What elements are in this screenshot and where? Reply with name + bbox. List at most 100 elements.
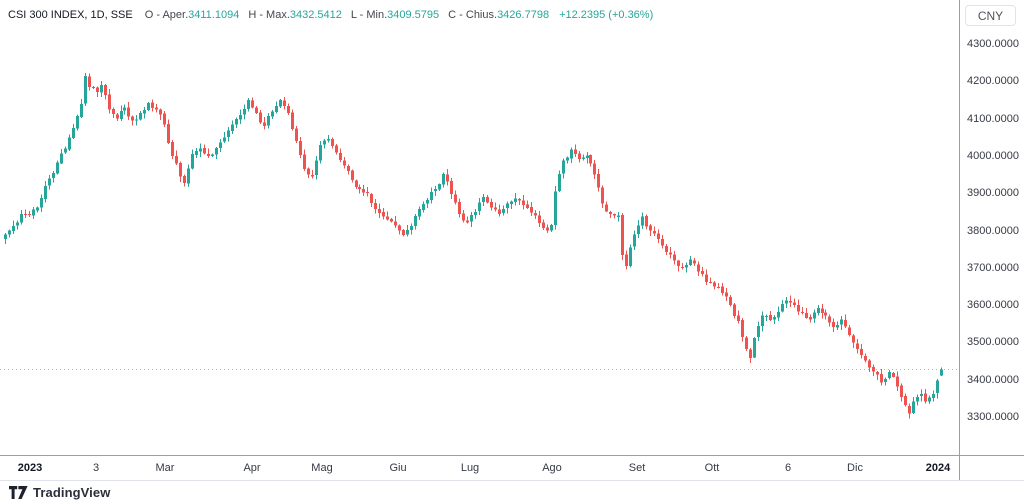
candle <box>494 202 497 212</box>
candle <box>215 146 218 159</box>
candle <box>183 174 186 187</box>
time-month-label: Giu <box>389 462 407 474</box>
candle <box>613 213 616 219</box>
candle <box>438 183 441 191</box>
candle <box>8 229 11 238</box>
candle <box>466 216 469 224</box>
candle <box>32 207 35 219</box>
time-year-label: 2023 <box>17 462 43 474</box>
candle <box>490 198 493 211</box>
candle <box>191 149 194 170</box>
candle <box>295 126 298 144</box>
candle <box>263 116 266 130</box>
candle <box>327 134 330 143</box>
price-tick-label: 3500.0000 <box>967 336 1019 349</box>
candle <box>287 103 290 116</box>
price-tick-label: 4000.0000 <box>967 150 1019 162</box>
candle <box>458 198 461 218</box>
candle <box>621 212 624 260</box>
candle <box>442 172 445 188</box>
candle <box>824 309 827 320</box>
candle <box>809 314 812 323</box>
time-axis[interactable]: 2023 3 Mar Apr Mag Giu Lug Ago Set Ott 6 Dic 2024 <box>0 456 1024 480</box>
candle <box>769 311 772 321</box>
candle <box>717 282 720 289</box>
candle <box>542 219 545 230</box>
currency-button[interactable]: CNY <box>965 5 1016 26</box>
ohlc-values: O - Aper.3411.1094 H - Max.3432.5412 L - M… <box>145 9 558 21</box>
candle <box>203 144 206 155</box>
candle <box>231 120 234 134</box>
candle <box>72 123 75 140</box>
candle <box>940 367 943 377</box>
candle <box>247 98 250 112</box>
candle <box>526 200 529 209</box>
price-tick-label: 3900.0000 <box>967 187 1019 200</box>
candle <box>426 198 429 208</box>
candle <box>259 110 262 124</box>
candle <box>44 180 47 203</box>
candle <box>175 150 178 166</box>
candle <box>749 348 752 363</box>
candle <box>649 223 652 236</box>
candle <box>872 364 875 376</box>
footer-branding[interactable]: TradingView <box>9 481 110 503</box>
candle <box>502 205 505 216</box>
candle <box>697 261 700 276</box>
change-value: +12.2395 (+0.36%) <box>559 9 654 21</box>
symbol-title[interactable]: CSI 300 INDEX, 1D, SSE <box>8 9 133 21</box>
candle <box>478 198 481 215</box>
candle <box>530 202 533 217</box>
candle <box>398 224 401 235</box>
candle <box>303 149 306 172</box>
candle <box>916 394 919 406</box>
candle <box>892 372 895 378</box>
candle <box>275 101 278 114</box>
candle <box>60 148 63 165</box>
candle <box>888 370 891 380</box>
candle <box>450 177 453 200</box>
price-tick-label: 3300.0000 <box>967 410 1019 423</box>
candle <box>96 86 99 97</box>
candle <box>335 143 338 155</box>
candle <box>394 216 397 228</box>
candle <box>219 139 222 153</box>
candle <box>171 140 174 159</box>
candle <box>761 311 764 332</box>
price-tick-label: 3400.0000 <box>967 373 1019 386</box>
candle <box>721 283 724 296</box>
time-month-label: Mag <box>311 462 333 474</box>
tradingview-logo-icon <box>9 485 28 499</box>
candle <box>470 212 473 227</box>
candle <box>880 369 883 386</box>
ohlc-open: O - Aper.3411.1094 <box>144 9 240 21</box>
candle <box>801 306 804 315</box>
candle <box>574 144 577 158</box>
candle <box>936 379 939 399</box>
candle <box>912 397 915 415</box>
ohlc-high: H - Max.3432.5412 <box>248 9 342 21</box>
candle <box>685 262 688 273</box>
candle <box>629 244 632 268</box>
candle <box>235 117 238 129</box>
candle <box>80 98 83 119</box>
time-month-label: 6 <box>784 462 792 474</box>
candle <box>374 199 377 214</box>
candle <box>741 317 744 342</box>
brand-name: TradingView <box>33 484 111 500</box>
candle <box>366 187 369 197</box>
candle <box>518 197 521 205</box>
candle <box>852 333 855 349</box>
candle <box>12 220 15 235</box>
candle <box>689 256 692 267</box>
candle <box>323 139 326 149</box>
candlestick-plot[interactable] <box>0 30 959 455</box>
candle <box>56 160 59 175</box>
candle <box>143 107 146 119</box>
candle <box>386 211 389 221</box>
candle <box>291 109 294 131</box>
candle <box>147 101 150 111</box>
candle <box>422 201 425 213</box>
price-axis[interactable]: 4300.0000 4200.0000 4100.0000 4000.0000 3900… <box>960 0 1024 455</box>
candle <box>709 277 712 284</box>
